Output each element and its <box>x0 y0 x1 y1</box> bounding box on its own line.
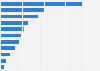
Bar <box>1 2 82 6</box>
Bar <box>1 53 10 56</box>
Bar <box>1 46 15 50</box>
Bar <box>1 59 6 63</box>
Bar <box>1 8 45 12</box>
Bar <box>1 34 22 37</box>
Bar <box>1 65 4 69</box>
Bar <box>1 27 24 31</box>
Bar <box>1 15 38 18</box>
Bar <box>1 21 28 25</box>
Bar <box>1 40 19 44</box>
